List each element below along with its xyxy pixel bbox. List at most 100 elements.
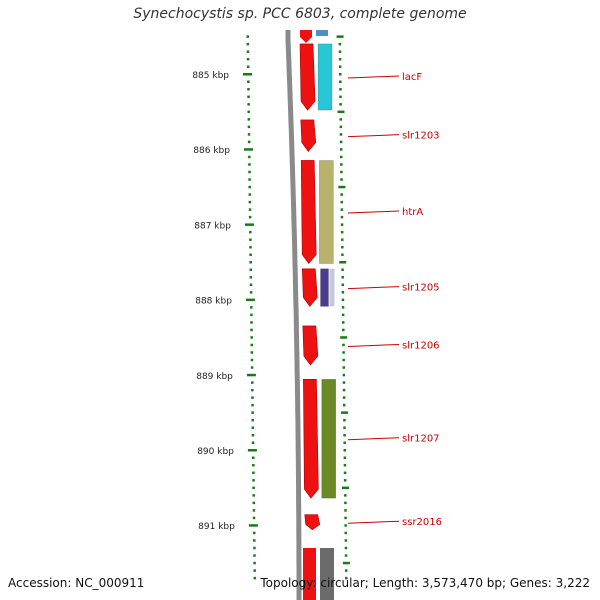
minor-tick	[249, 283, 253, 287]
feature-bar-slr1205	[320, 268, 329, 307]
minor-tick	[251, 381, 254, 384]
label-leader	[347, 437, 400, 441]
minor-tick	[250, 336, 253, 339]
minor-tick	[248, 178, 251, 181]
minor-tick	[249, 253, 252, 256]
cds-arrow-htrA	[300, 160, 317, 264]
right-minor-tick	[339, 118, 343, 121]
right-minor-tick	[342, 388, 346, 392]
cds-arrows	[299, 43, 321, 531]
right-major-tick	[341, 411, 349, 414]
right-minor-tick	[339, 125, 343, 129]
cds-arrow-slr1205	[301, 268, 318, 307]
right-minor-tick	[340, 208, 344, 211]
minor-tick	[253, 554, 256, 557]
minor-tick	[251, 441, 255, 444]
major-tick	[243, 73, 252, 76]
right-minor-tick	[338, 42, 342, 46]
right-minor-tick	[344, 539, 348, 542]
map-title: Synechocystis sp. PCC 6803, complete gen…	[133, 6, 467, 22]
right-minor-tick	[339, 95, 342, 99]
right-minor-tick	[339, 103, 342, 106]
right-minor-tick	[344, 569, 348, 572]
right-minor-tick	[342, 328, 345, 332]
feature-bar-slr1207	[321, 379, 337, 499]
right-minor-tick	[343, 433, 346, 437]
minor-tick	[247, 125, 251, 129]
major-tick	[243, 148, 253, 151]
minor-tick	[246, 57, 250, 61]
gene-labels: lacF slr1203 htrA slr1205 slr1206 slr1207 ssr2…	[347, 72, 442, 528]
gene-label-slr1205: slr1205	[402, 283, 440, 294]
minor-tick	[252, 479, 255, 482]
right-minor-tick	[342, 366, 346, 369]
cds-arrow-slr1207	[303, 379, 319, 499]
minor-tick	[248, 163, 251, 166]
minor-tick	[251, 396, 254, 399]
right-minor-tick	[340, 200, 344, 204]
major-tick	[245, 298, 255, 302]
minor-tick	[248, 215, 252, 219]
minor-tick	[247, 110, 250, 114]
minor-tick	[251, 418, 254, 422]
right-minor-tick	[342, 351, 345, 354]
minor-tick	[252, 531, 256, 535]
minor-tick	[251, 433, 255, 437]
axis-tick-labels: 885 kbp 886 kbp 887 kbp 888 kbp 889 kbp 890 k…	[192, 71, 235, 532]
feature-bars	[317, 43, 337, 499]
right-minor-tick	[340, 215, 344, 219]
minor-tick	[250, 358, 254, 362]
right-minor-tick	[341, 276, 344, 279]
tick-label: 891 kbp	[198, 522, 235, 532]
right-minor-tick	[341, 298, 345, 302]
label-leader	[347, 343, 400, 347]
right-minor-tick	[343, 471, 347, 475]
major-tick	[244, 223, 254, 226]
major-tick	[247, 449, 257, 452]
minor-tick	[249, 238, 252, 241]
right-minor-tick	[343, 441, 346, 444]
cds-arrow	[300, 30, 312, 43]
right-minor-tick	[340, 170, 343, 174]
minor-tick	[248, 200, 252, 204]
label-leader	[347, 286, 400, 290]
right-major-tick	[337, 110, 345, 114]
minor-tick	[246, 42, 250, 46]
tick-label: 889 kbp	[196, 372, 233, 382]
minor-tick	[249, 276, 253, 279]
minor-tick	[247, 95, 250, 99]
minor-tick	[248, 208, 252, 211]
minor-tick	[251, 388, 254, 392]
tick-label: 886 kbp	[193, 146, 230, 156]
genome-summary-text: Topology: circular; Length: 3,573,470 bp…	[260, 576, 590, 590]
minor-tick	[250, 366, 254, 369]
right-major-tick	[340, 336, 348, 339]
right-minor-tick	[342, 396, 346, 399]
right-minor-tick	[341, 283, 345, 287]
gene-label-lacF: lacF	[402, 72, 422, 83]
right-minor-tick	[340, 193, 343, 196]
feature-bar-htrA	[319, 160, 334, 264]
minor-tick	[251, 403, 254, 407]
minor-tick	[253, 561, 256, 565]
right-minor-tick	[342, 381, 346, 384]
minor-tick	[250, 313, 253, 317]
right-minor-tick	[343, 418, 346, 422]
label-leader	[347, 520, 400, 524]
right-minor-tick	[342, 358, 345, 362]
right-minor-tick	[341, 268, 344, 272]
right-minor-tick	[340, 223, 344, 226]
minor-tick	[252, 471, 255, 475]
minor-tick	[250, 328, 253, 332]
right-minor-tick	[338, 65, 342, 68]
partial-features	[300, 30, 334, 600]
right-minor-tick	[344, 509, 347, 512]
minor-tick	[247, 88, 250, 91]
right-minor-tick	[344, 501, 347, 505]
right-minor-tick	[343, 426, 346, 429]
cds-arrow-ssr2016	[304, 514, 321, 531]
minor-tick	[247, 140, 251, 144]
minor-tick	[248, 193, 252, 196]
minor-tick	[253, 576, 257, 580]
